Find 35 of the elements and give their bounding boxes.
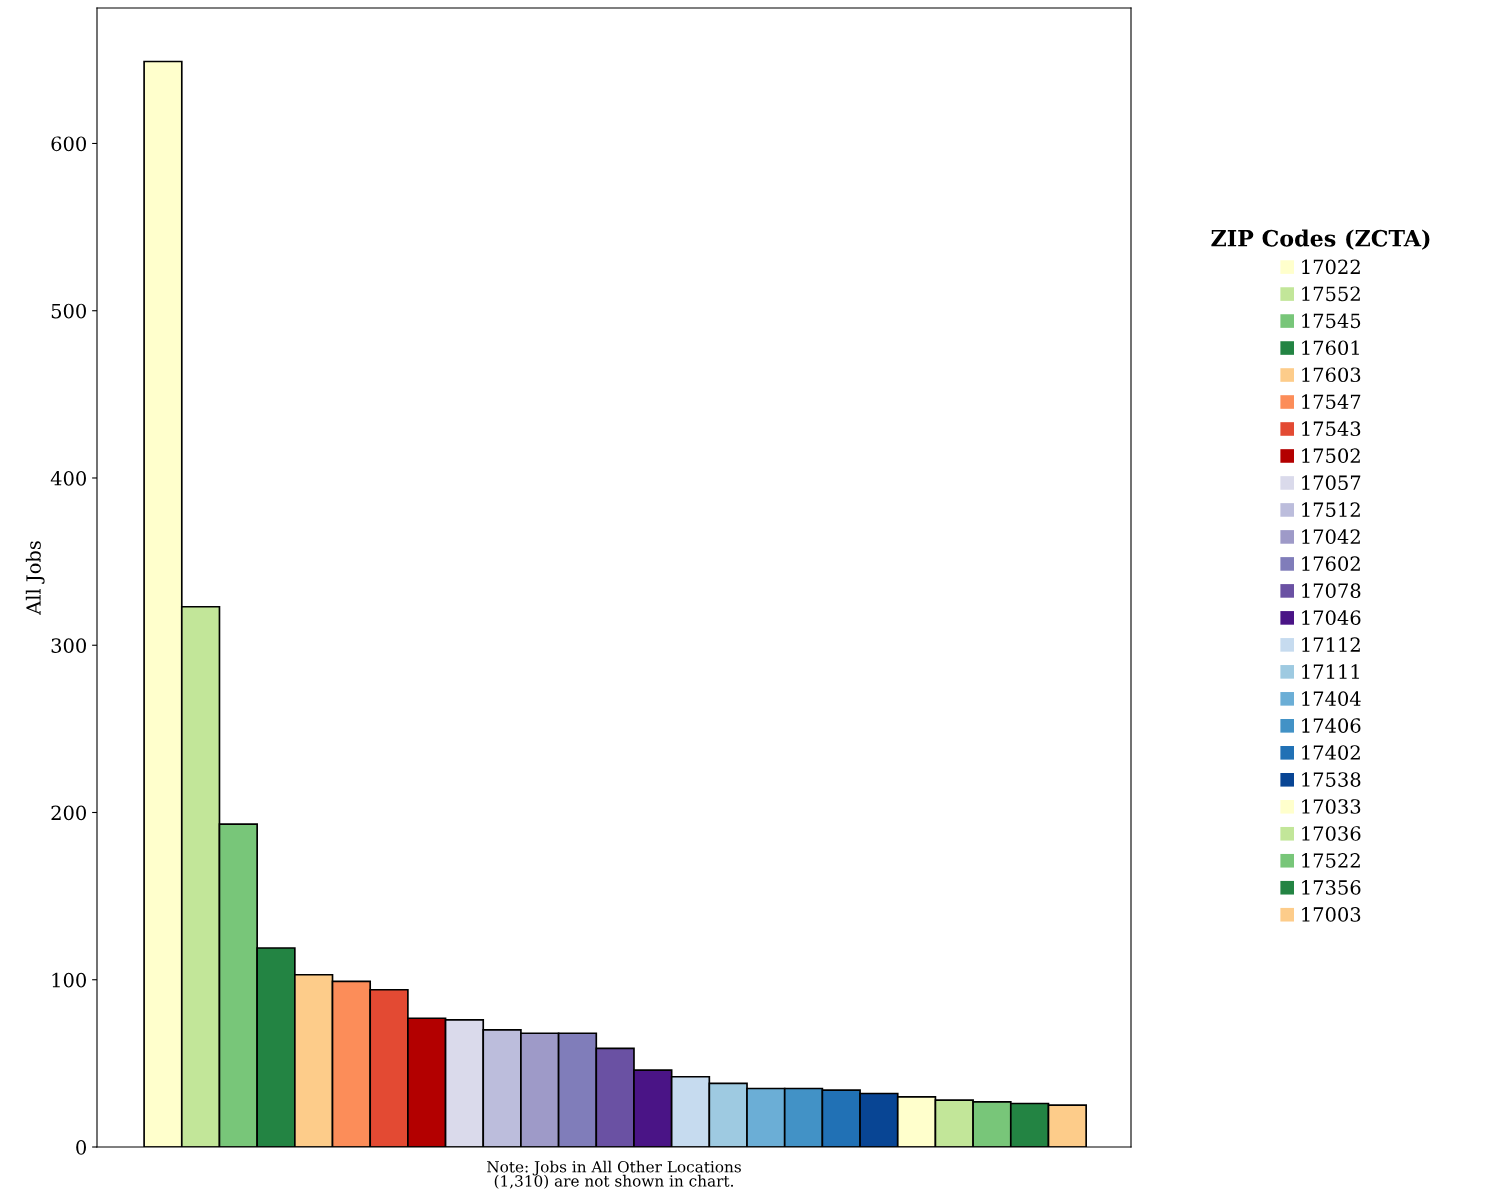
legend-label: 17057 (1302, 475, 1361, 491)
legend-label: 17033 (1302, 799, 1361, 814)
legend-label: 17078 (1302, 583, 1361, 598)
legend-label: 17603 (1302, 367, 1361, 383)
y-tick-label: 500 (51, 303, 86, 319)
y-tick-label: 200 (51, 805, 86, 821)
legend-label: 17406 (1302, 718, 1361, 733)
y-axis-title: All Jobs (25, 541, 45, 615)
y-tick-label: 600 (51, 136, 86, 152)
y-tick-label: 400 (50, 470, 86, 486)
legend-label: 17538 (1302, 772, 1361, 787)
legend-label: 17547 (1302, 394, 1361, 410)
legend-label: 17522 (1302, 853, 1360, 868)
legend-label: 17601 (1302, 340, 1359, 356)
legend-label: 17111 (1302, 664, 1359, 679)
legend-title: ZIP Codes (ZCTA) (1211, 229, 1430, 250)
legend-label: 17404 (1302, 691, 1361, 706)
legend-label: 17602 (1302, 556, 1360, 571)
legend-label: 17543 (1302, 421, 1361, 437)
legend-label: 17512 (1302, 502, 1360, 518)
legend-label: 17545 (1302, 313, 1361, 329)
text: Note: Jobs in All Other Locations (1,310) are not shown in chart. (487, 1160, 741, 1189)
legend-label: 17003 (1302, 907, 1361, 922)
y-tick-label: 0 (76, 1139, 86, 1155)
legend-label: 17022 (1302, 259, 1360, 275)
legend-label: 17502 (1302, 448, 1360, 464)
legend-label: 17036 (1302, 826, 1361, 841)
legend-label: 17356 (1302, 880, 1361, 895)
legend-label: 17042 (1302, 529, 1360, 545)
y-tick-label: 300 (51, 638, 86, 653)
legend-label: 17046 (1302, 610, 1361, 625)
y-tick-label: 100 (52, 972, 86, 988)
legend-label: 17402 (1302, 745, 1360, 760)
legend-label: 17112 (1302, 637, 1360, 652)
legend-label: 17552 (1302, 286, 1360, 302)
